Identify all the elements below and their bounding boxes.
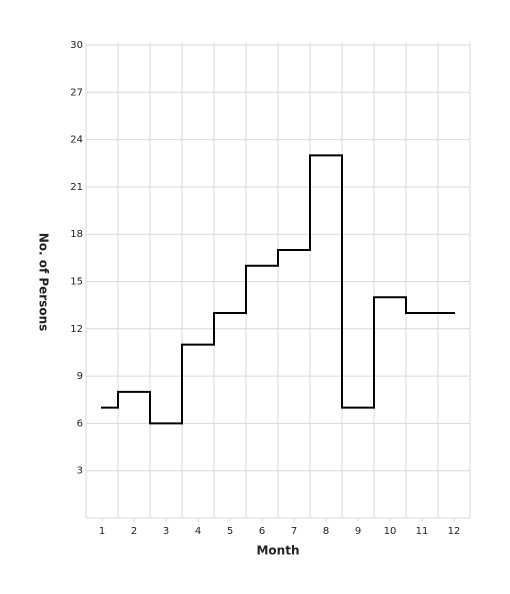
x-tick-label: 11 <box>416 526 429 537</box>
x-tick-label: 9 <box>355 526 361 537</box>
y-tick-label: 27 <box>70 87 83 98</box>
x-tick-label: 7 <box>291 526 297 537</box>
x-tick-label: 12 <box>448 526 461 537</box>
y-tick-label: 21 <box>70 182 83 193</box>
x-tick-label: 3 <box>163 526 169 537</box>
x-tick-label: 5 <box>227 526 233 537</box>
y-tick-label: 24 <box>70 135 83 146</box>
x-tick-label: 1 <box>99 526 105 537</box>
x-axis-label: Month <box>256 544 299 558</box>
x-tick-label: 2 <box>131 526 137 537</box>
y-tick-label: 6 <box>77 418 83 429</box>
y-tick-label: 9 <box>77 371 83 382</box>
x-tick-label: 8 <box>323 526 329 537</box>
y-tick-label: 30 <box>70 40 83 51</box>
y-tick-label: 15 <box>70 277 83 288</box>
y-tick-label: 3 <box>77 466 83 477</box>
y-tick-label: 12 <box>70 324 83 335</box>
y-axis-label: No. of Persons <box>37 233 51 332</box>
x-tick-label: 10 <box>384 526 397 537</box>
x-tick-label: 6 <box>259 526 265 537</box>
y-tick-label: 18 <box>70 229 83 240</box>
x-tick-label: 4 <box>195 526 201 537</box>
